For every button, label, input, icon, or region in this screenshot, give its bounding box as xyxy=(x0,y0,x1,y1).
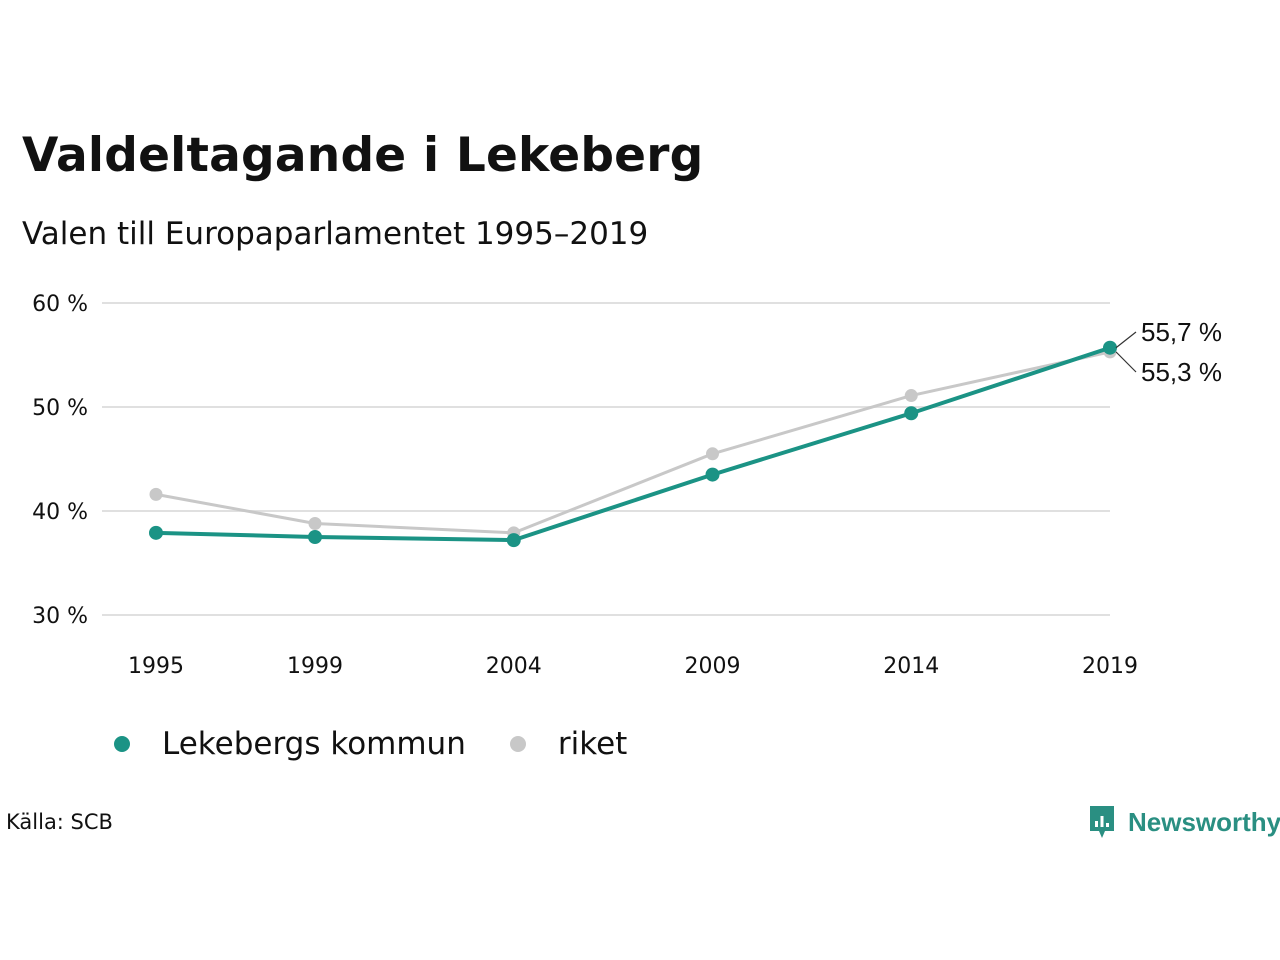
y-axis-labels: 30 % 40 % 50 % 60 % xyxy=(32,292,88,629)
legend-item-lekebergs-kommun: Lekebergs kommun xyxy=(114,726,466,762)
data-point-lekebergs-kommun xyxy=(506,533,521,548)
end-value-labels: 55,7 % 55,3 % xyxy=(1115,317,1222,387)
end-value-label: 55,7 % xyxy=(1141,317,1222,347)
data-point-lekebergs-kommun xyxy=(1103,340,1117,355)
source-note: Källa: SCB xyxy=(6,810,113,834)
x-tick-label: 1995 xyxy=(128,654,184,679)
legend-marker-icon xyxy=(509,736,526,752)
end-label-leader xyxy=(1115,331,1137,349)
gridlines xyxy=(102,302,1110,616)
legend-marker-icon xyxy=(114,736,130,752)
end-value-label: 55,3 % xyxy=(1141,357,1222,387)
legend: Lekebergs kommun riket xyxy=(114,726,671,762)
x-tick-label: 2019 xyxy=(1082,654,1138,679)
legend-item-riket: riket xyxy=(509,726,628,762)
data-point-riket xyxy=(308,516,322,530)
data-point-lekebergs-kommun xyxy=(705,467,720,482)
legend-label: riket xyxy=(557,726,628,762)
legend-label: Lekebergs kommun xyxy=(162,726,466,762)
end-label-leader xyxy=(1115,351,1137,373)
data-point-riket xyxy=(149,487,163,501)
series-line-riket xyxy=(155,350,1111,535)
x-tick-label: 2004 xyxy=(486,654,542,679)
newsworthy-logo-icon xyxy=(1090,806,1114,838)
x-tick-label: 2014 xyxy=(883,654,939,679)
y-tick-label: 50 % xyxy=(32,396,88,421)
data-point-lekebergs-kommun xyxy=(149,525,163,540)
data-point-lekebergs-kommun xyxy=(308,530,322,544)
x-axis-labels: 1995 1999 2004 2009 2014 2019 xyxy=(128,654,1138,679)
series-lines xyxy=(149,340,1117,548)
y-tick-label: 60 % xyxy=(32,292,88,317)
data-point-lekebergs-kommun xyxy=(904,406,919,421)
x-tick-label: 1999 xyxy=(287,654,343,679)
y-tick-label: 30 % xyxy=(32,604,88,629)
series-line-lekebergs-kommun xyxy=(155,345,1111,543)
chart-title: Valdeltagande i Lekeberg xyxy=(22,128,704,183)
x-tick-label: 2009 xyxy=(685,654,741,679)
data-point-riket xyxy=(706,447,719,461)
brand-name: Newsworthy xyxy=(1128,806,1280,837)
brand-logo[interactable]: Newsworthy xyxy=(1088,804,1280,840)
y-tick-label: 40 % xyxy=(32,500,88,525)
chart-subtitle: Valen till Europaparlamentet 1995–2019 xyxy=(22,216,649,252)
data-point-riket xyxy=(904,389,918,403)
